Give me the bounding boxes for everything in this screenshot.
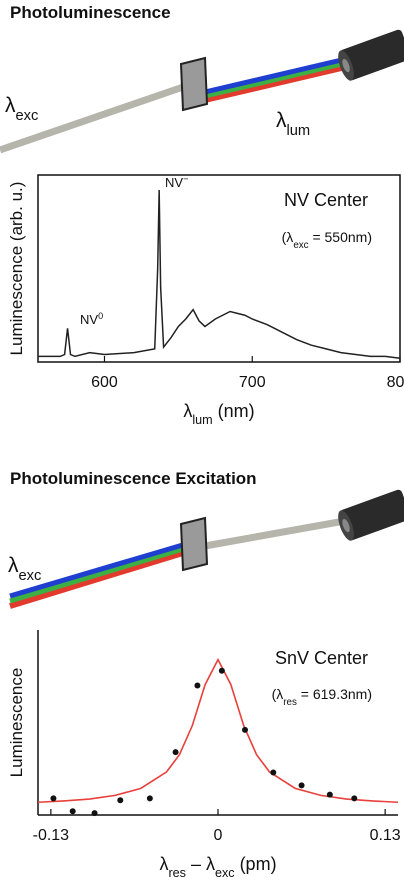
text-part: (pm) (235, 854, 277, 874)
subscript: exc (19, 568, 42, 584)
green-beam (9, 545, 187, 604)
camera (338, 29, 404, 81)
section-title: Photoluminescence (10, 3, 171, 22)
illustration-ple (9, 489, 404, 609)
supscript: − (183, 174, 188, 184)
emission-beam (204, 516, 351, 550)
text-part: SnV Center (275, 648, 368, 668)
annotation: (λres = 619.3nm) (272, 686, 372, 708)
spectrum-line (38, 189, 401, 360)
x-axis-label: λres – λexc (pm) (159, 854, 276, 880)
sample (179, 516, 209, 572)
annotation: NV Center (284, 190, 368, 210)
y-axis-label: Luminescence (arb. u.) (7, 182, 26, 356)
subscript: exc (293, 240, 308, 251)
text-part: NV (80, 312, 98, 327)
x-tick-label: 700 (239, 374, 266, 391)
data-point (117, 797, 124, 804)
text-part: (λ (272, 686, 284, 702)
data-point (69, 808, 76, 815)
text-part: λ (183, 401, 192, 421)
x-tick-label: 0 (214, 827, 223, 844)
data-point (270, 769, 277, 776)
text-part: λ (8, 554, 19, 577)
text-part: λ (276, 109, 287, 132)
text-part: NV (165, 175, 183, 190)
section-title: Photoluminescence Excitation (10, 469, 257, 488)
beam-label: λexc (8, 554, 41, 584)
excitation-beam (0, 82, 188, 154)
data-point (91, 810, 98, 817)
sample (179, 56, 209, 112)
red-beam (9, 549, 187, 609)
x-tick-label: 0.13 (370, 827, 401, 844)
data-point (194, 682, 201, 689)
supscript: 0 (98, 311, 103, 321)
fit-line (37, 657, 399, 804)
red-beam (204, 63, 351, 103)
blue-beam (9, 541, 187, 599)
text-part: – λ (186, 854, 215, 874)
data-point (326, 791, 333, 798)
x-axis-label: λlum (nm) (183, 401, 254, 427)
annotation: NV− (165, 174, 188, 190)
beam-label: λlum (276, 109, 310, 139)
text-part: NV Center (284, 190, 368, 210)
data-point (351, 795, 358, 802)
data-point (172, 749, 179, 756)
x-tick-label: -0.13 (33, 827, 70, 844)
data-point (218, 667, 225, 674)
annotation: SnV Center (275, 648, 368, 668)
data-point (146, 795, 153, 802)
annotation: NV0 (80, 311, 103, 327)
text-part: (λ (282, 229, 294, 245)
illustration-pl (0, 29, 404, 154)
blue-beam (204, 55, 351, 95)
subscript: lum (192, 413, 212, 427)
annotation: (λexc = 550nm) (282, 229, 372, 251)
data-point (298, 782, 305, 789)
camera (338, 489, 404, 541)
subscript: exc (215, 866, 235, 880)
subscript: res (283, 697, 297, 708)
data-point (242, 726, 248, 733)
text-part: (nm) (213, 401, 255, 421)
data-point (50, 795, 57, 802)
text-part: = 619.3nm) (297, 686, 372, 702)
x-tick-label: 600 (91, 374, 118, 391)
text-part: λ (159, 854, 168, 874)
subscript: exc (16, 108, 39, 124)
text-part: = 550nm) (309, 229, 372, 245)
subscript: res (168, 866, 186, 880)
x-tick-label: 800 (387, 374, 404, 391)
green-beam (204, 59, 351, 99)
text-part: λ (5, 94, 16, 117)
beam-label: λexc (5, 94, 38, 124)
plot-frame (37, 174, 401, 363)
y-axis-label: Luminescence (7, 668, 26, 778)
subscript: lum (287, 123, 311, 139)
